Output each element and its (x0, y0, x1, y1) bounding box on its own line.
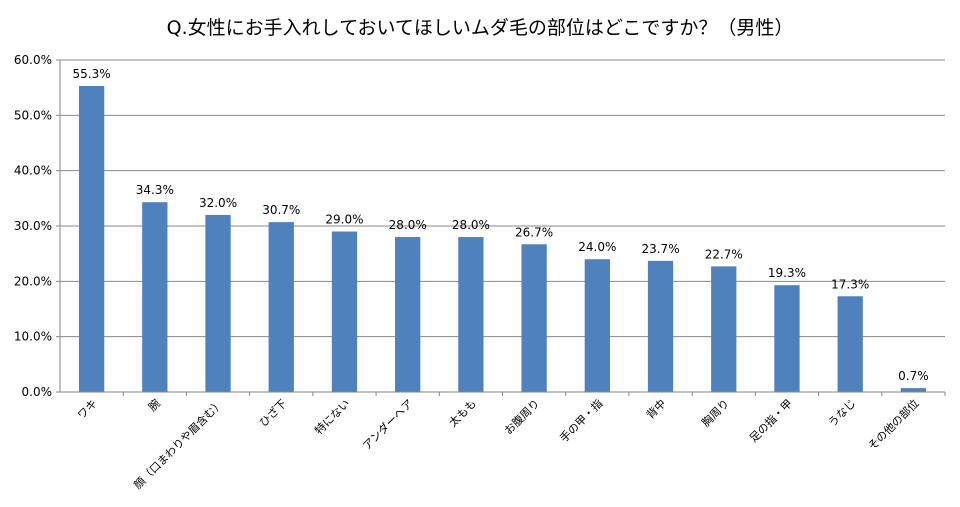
category-label: うなじ (826, 397, 859, 430)
data-label: 19.3% (768, 266, 806, 280)
bar (331, 231, 358, 392)
data-label: 26.7% (515, 225, 553, 239)
bar (774, 285, 800, 392)
data-label: 55.3% (73, 67, 111, 81)
bar (521, 244, 547, 392)
category-label: 足の指・甲 (746, 396, 795, 445)
y-tick-label: 0.0% (22, 385, 53, 399)
y-tick-label: 30.0% (14, 219, 52, 233)
category-label: お腹周り (501, 396, 542, 437)
bar (395, 237, 421, 392)
data-label: 29.0% (325, 213, 363, 227)
bar (268, 222, 294, 392)
category-label: 胸周り (699, 396, 732, 429)
category-label: 腕 (145, 396, 163, 414)
data-labels: 55.3% 34.3% 32.0% 30.7% 29.0% 28.0% 28.0% 26.7%… (73, 67, 929, 383)
data-label: 17.3% (831, 277, 869, 291)
category-label: 顔（口まわりや眉含む） (131, 396, 226, 491)
bar (900, 388, 927, 392)
data-label: 23.7% (641, 242, 679, 256)
data-label: 0.7% (898, 369, 929, 383)
data-label: 30.7% (262, 203, 300, 217)
category-label: 太もも (446, 397, 479, 430)
gridlines (60, 59, 945, 338)
category-label: 手の甲・指 (557, 396, 606, 445)
y-tick-label: 20.0% (14, 274, 52, 288)
category-label: 特にない (312, 396, 353, 437)
category-labels: ワキ 腕顔（口まわりや眉含む） ひざ下 特にない アンダーヘア 太もも お腹周り 手の甲・指 背… (75, 392, 946, 492)
chart-title: Q.女性にお手入れしておいてほしいムダ毛の部位はどこですか？（男性） (167, 17, 794, 39)
bar (584, 259, 610, 392)
bar (837, 296, 863, 392)
data-label: 24.0% (578, 240, 616, 254)
data-label: 34.3% (136, 183, 174, 197)
bars (78, 86, 927, 393)
y-tick-label: 40.0% (14, 164, 52, 178)
y-axis-ticks: 0.0% 10.0% 20.0% 30.0% 40.0% 50.0% 60.0% (14, 53, 60, 399)
y-tick-label: 10.0% (14, 330, 52, 344)
category-label: 背中 (643, 396, 668, 421)
bar (142, 202, 168, 392)
bar (711, 266, 737, 392)
data-label: 28.0% (389, 218, 427, 232)
category-label: アンダーヘア (360, 396, 416, 452)
bar (205, 214, 231, 392)
bar (78, 86, 105, 393)
data-label: 22.7% (705, 247, 743, 261)
category-label: ひざ下 (256, 396, 289, 429)
category-label: その他の部位 (865, 396, 922, 453)
bar (647, 260, 674, 392)
bar (458, 237, 484, 392)
y-tick-label: 60.0% (14, 53, 52, 67)
category-label: ワキ (75, 397, 100, 422)
data-label: 32.0% (199, 196, 237, 210)
y-tick-label: 50.0% (14, 108, 52, 122)
data-label: 28.0% (452, 218, 490, 232)
